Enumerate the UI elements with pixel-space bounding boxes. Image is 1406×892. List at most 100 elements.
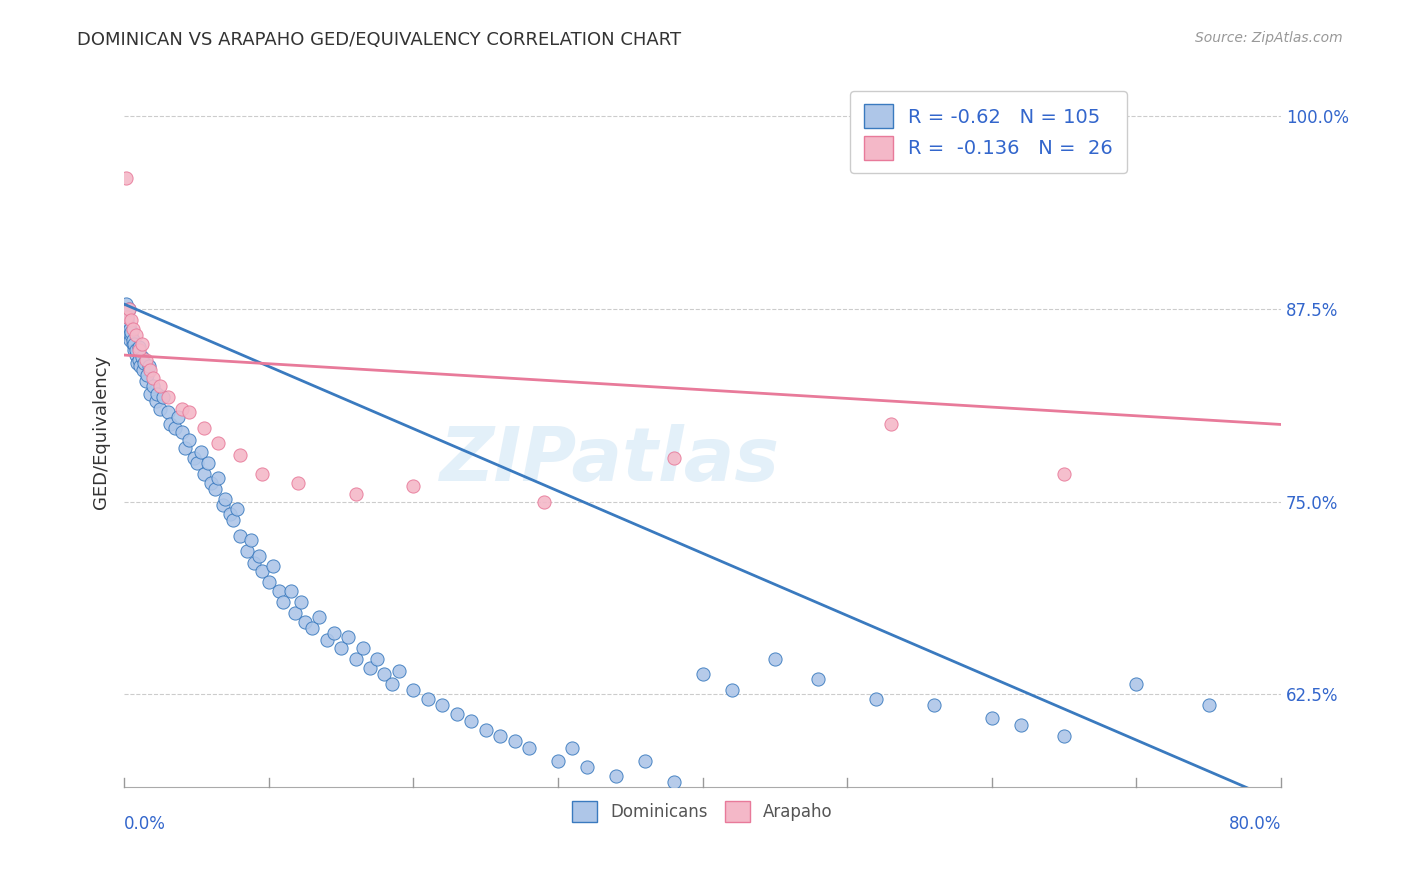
Point [218,507,240,521]
Point [271,595,294,609]
Point [156,390,179,404]
Point [134,356,156,370]
Point [240,533,263,548]
Point [1198,698,1220,713]
Point [344,487,367,501]
Point [117,301,139,316]
Text: ZIPatlas: ZIPatlas [440,424,780,497]
Point [337,630,360,644]
Point [115,310,138,324]
Point [128,343,150,358]
Point [214,491,236,506]
Point [204,482,226,496]
Point [146,386,169,401]
Point [388,665,411,679]
Point [533,494,555,508]
Point [344,652,367,666]
Point [211,498,233,512]
Point [257,574,280,589]
Point [186,456,208,470]
Point [807,672,830,686]
Point [1053,729,1076,743]
Point [139,363,162,377]
Point [301,621,323,635]
Point [135,374,157,388]
Point [221,513,243,527]
Point [124,343,146,358]
Point [159,417,181,432]
Point [138,359,160,373]
Point [142,379,165,393]
Point [517,741,540,756]
Point [634,754,657,768]
Point [122,333,145,347]
Point [980,710,1002,724]
Point [865,692,887,706]
Legend: Dominicans, Arapaho: Dominicans, Arapaho [565,795,839,829]
Point [125,343,148,358]
Point [262,559,284,574]
Point [250,564,273,578]
Point [1053,467,1076,481]
Point [879,417,901,432]
Point [287,476,309,491]
Point [156,405,179,419]
Point [366,652,388,666]
Point [170,402,193,417]
Point [229,528,252,542]
Point [166,409,188,424]
Point [128,352,150,367]
Point [474,723,496,737]
Point [118,322,141,336]
Point [114,170,136,185]
Point [402,479,425,493]
Point [117,301,139,316]
Point [503,733,526,747]
Text: DOMINICAN VS ARAPAHO GED/EQUIVALENCY CORRELATION CHART: DOMINICAN VS ARAPAHO GED/EQUIVALENCY COR… [77,31,682,49]
Point [152,390,174,404]
Point [315,633,337,648]
Point [120,328,142,343]
Point [446,707,468,722]
Point [128,340,150,354]
Point [149,379,172,393]
Point [280,584,302,599]
Point [308,610,330,624]
Point [114,297,136,311]
Point [124,337,146,351]
Point [547,754,569,768]
Point [118,333,141,347]
Point [416,692,439,706]
Point [115,312,138,326]
Point [174,441,197,455]
Point [284,606,307,620]
Point [122,322,145,336]
Text: Source: ZipAtlas.com: Source: ZipAtlas.com [1195,31,1343,45]
Point [179,433,201,447]
Point [561,741,583,756]
Point [136,368,159,383]
Point [122,337,145,351]
Point [267,584,290,599]
Point [163,420,186,434]
Point [127,356,149,370]
Point [149,402,172,417]
Point [359,661,381,675]
Point [200,476,222,491]
Point [226,502,249,516]
Point [247,549,270,563]
Point [125,328,148,343]
Point [129,359,152,373]
Point [250,467,273,481]
Point [145,394,167,409]
Point [575,760,598,774]
Point [120,325,142,339]
Point [763,652,786,666]
Point [132,363,155,377]
Point [179,405,201,419]
Point [692,667,714,681]
Point [460,714,482,728]
Point [352,641,374,656]
Point [183,451,205,466]
Point [236,544,259,558]
